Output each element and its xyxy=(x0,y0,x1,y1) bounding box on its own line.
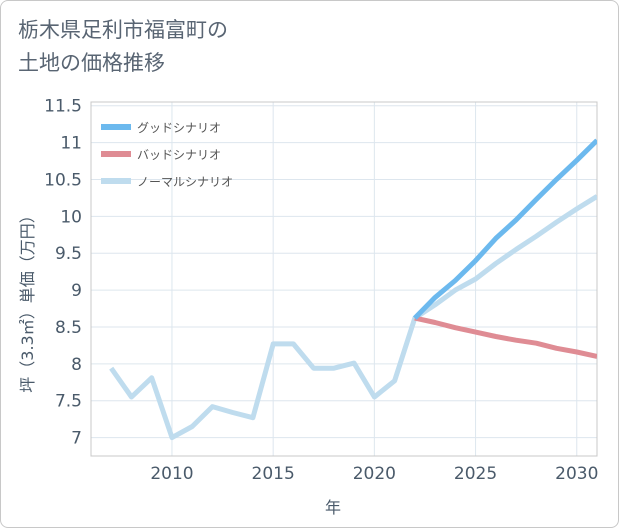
y-tick-label: 8 xyxy=(71,355,82,375)
x-tick-label: 2010 xyxy=(150,464,193,484)
tick-labels: 7 7.5 8 8.5 9 9.5 10 10.5 11 11.5 2010 2015 2020 2025… xyxy=(44,97,598,484)
title-line-1: 栃木県足利市福富町の xyxy=(18,18,228,42)
legend-label-2: ノーマルシナリオ xyxy=(137,175,233,189)
y-tick-label: 10.5 xyxy=(44,170,82,190)
page-title: 栃木県足利市福富町の 土地の価格推移 xyxy=(18,14,228,80)
x-tick-label: 2030 xyxy=(555,464,598,484)
series-line-0 xyxy=(413,138,597,320)
y-tick-label: 8.5 xyxy=(55,318,82,338)
y-tick-label: 9 xyxy=(71,281,82,301)
title-line-2: 土地の価格推移 xyxy=(18,51,165,75)
series-line-1 xyxy=(414,315,597,359)
x-tick-label: 2020 xyxy=(353,464,396,484)
legend-label-0: グッドシナリオ xyxy=(137,121,221,135)
y-tick-label: 11 xyxy=(60,134,82,154)
y-tick-label: 7.5 xyxy=(55,392,82,412)
plot-area xyxy=(90,101,598,457)
x-axis-label: 年 xyxy=(325,498,341,517)
y-tick-label: 11.5 xyxy=(44,97,82,117)
legend-label-1: バッドシナリオ xyxy=(137,148,221,162)
y-tick-label: 9.5 xyxy=(55,244,82,264)
x-tick-label: 2025 xyxy=(454,464,497,484)
series-line-2 xyxy=(109,194,597,441)
x-tick-label: 2015 xyxy=(252,464,295,484)
y-tick-label: 7 xyxy=(71,429,82,449)
series-layer xyxy=(109,138,597,441)
y-tick-label: 10 xyxy=(60,207,82,227)
y-axis-label: 坪（3.3㎡）単価（万円） xyxy=(18,207,37,392)
